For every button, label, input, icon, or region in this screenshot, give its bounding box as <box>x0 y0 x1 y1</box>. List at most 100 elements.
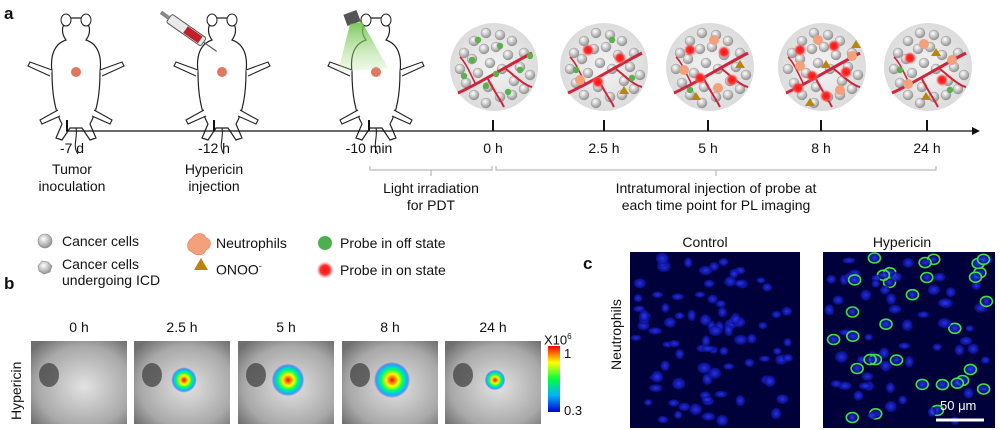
nucleus <box>651 370 663 383</box>
nucleus <box>917 311 930 318</box>
nucleus <box>978 254 989 264</box>
pl-image-frame <box>134 341 230 424</box>
pdt-description: Light irradiation for PDT <box>383 180 479 213</box>
nucleus <box>783 338 792 347</box>
nucleus <box>776 394 789 404</box>
nucleus <box>729 270 739 279</box>
nucleus <box>744 358 755 367</box>
nucleus <box>904 356 914 368</box>
pl-image-frame <box>445 341 541 424</box>
nucleus <box>660 360 670 371</box>
light-source-icon <box>338 9 388 72</box>
nucleus <box>674 410 683 419</box>
neutrophil-stain <box>905 288 920 301</box>
nucleus <box>937 317 952 329</box>
legend-cancer-cell-icon <box>37 233 53 249</box>
panel-a-letter: a <box>4 4 14 23</box>
nucleus <box>898 395 907 405</box>
nucleus <box>684 257 693 268</box>
nucleus <box>971 281 981 290</box>
event-time: 2.5 h <box>588 140 620 156</box>
nucleus <box>781 306 793 316</box>
neutrophil-stain <box>976 383 991 395</box>
nucleus <box>652 291 663 299</box>
nucleus <box>848 274 861 285</box>
nucleus <box>864 333 873 341</box>
brace-pdt <box>369 166 493 176</box>
tumor-5h <box>664 21 756 113</box>
tumor-2-5h <box>558 21 650 113</box>
pl-signal <box>374 362 410 398</box>
tumor-0h <box>448 21 540 113</box>
image-time-label: 5 h <box>276 319 296 335</box>
neutrophil-stain <box>976 253 991 266</box>
nucleus <box>708 367 721 379</box>
nucleus <box>661 303 670 313</box>
nucleus <box>852 363 862 374</box>
nucleus <box>936 379 949 390</box>
nucleus <box>846 331 859 341</box>
nucleus <box>735 395 745 407</box>
event-time: -10 min <box>345 140 393 156</box>
nucleus <box>835 351 848 363</box>
nucleus <box>698 265 713 276</box>
nucleus <box>877 271 890 279</box>
neutrophil-stain <box>863 353 877 366</box>
nucleus <box>762 283 773 292</box>
nucleus <box>869 252 880 264</box>
nucleus <box>756 277 766 284</box>
legend-probe-on-icon <box>317 262 333 278</box>
nucleus <box>901 319 913 332</box>
nucleus <box>828 334 839 345</box>
nucleus <box>719 346 729 356</box>
neutrophil-stain <box>918 256 932 269</box>
pl-signal <box>271 363 305 397</box>
nucleus <box>927 407 937 417</box>
legend-neutrophils: Neutrophils <box>216 235 287 251</box>
timeline-ticks <box>66 120 928 131</box>
nucleus <box>657 415 669 424</box>
pl-image-frame <box>238 341 334 424</box>
tumor-24h <box>882 21 974 113</box>
nucleus <box>674 312 685 320</box>
neutrophil-stain <box>947 322 962 335</box>
nucleus <box>699 314 712 326</box>
event-time: 24 h <box>913 140 941 156</box>
neutrophil-stain <box>845 411 860 424</box>
nucleus <box>724 276 737 287</box>
tumor-8h <box>776 21 868 113</box>
nucleus <box>965 325 974 332</box>
nucleus <box>630 334 642 341</box>
image-time-label: 0 h <box>69 319 89 335</box>
neutrophil-stain <box>879 318 893 331</box>
nucleus <box>898 342 911 350</box>
panel-c-hypericin-label: Hypericin <box>872 234 932 250</box>
panel-c-letter: c <box>583 254 593 273</box>
nucleus <box>891 355 902 365</box>
nucleus <box>716 414 728 426</box>
nucleus <box>976 385 991 393</box>
nucleus <box>644 399 653 406</box>
nucleus <box>880 318 892 330</box>
neutrophil-stain <box>979 295 994 308</box>
nucleus <box>842 257 856 264</box>
nucleus <box>697 362 712 374</box>
nucleus <box>908 289 917 301</box>
neutrophil-stain <box>826 333 841 346</box>
nucleus <box>718 257 729 267</box>
neutrophil-stain <box>845 330 860 343</box>
nucleus <box>764 375 776 387</box>
colorbar <box>548 346 560 412</box>
nucleus <box>701 412 716 421</box>
nucleus <box>689 403 702 416</box>
nucleus <box>701 335 711 347</box>
nucleus <box>633 294 643 303</box>
nucleus <box>832 295 844 305</box>
nucleus <box>694 291 706 298</box>
nucleus <box>648 327 662 335</box>
nucleus <box>668 399 680 407</box>
nucleus <box>861 372 874 381</box>
